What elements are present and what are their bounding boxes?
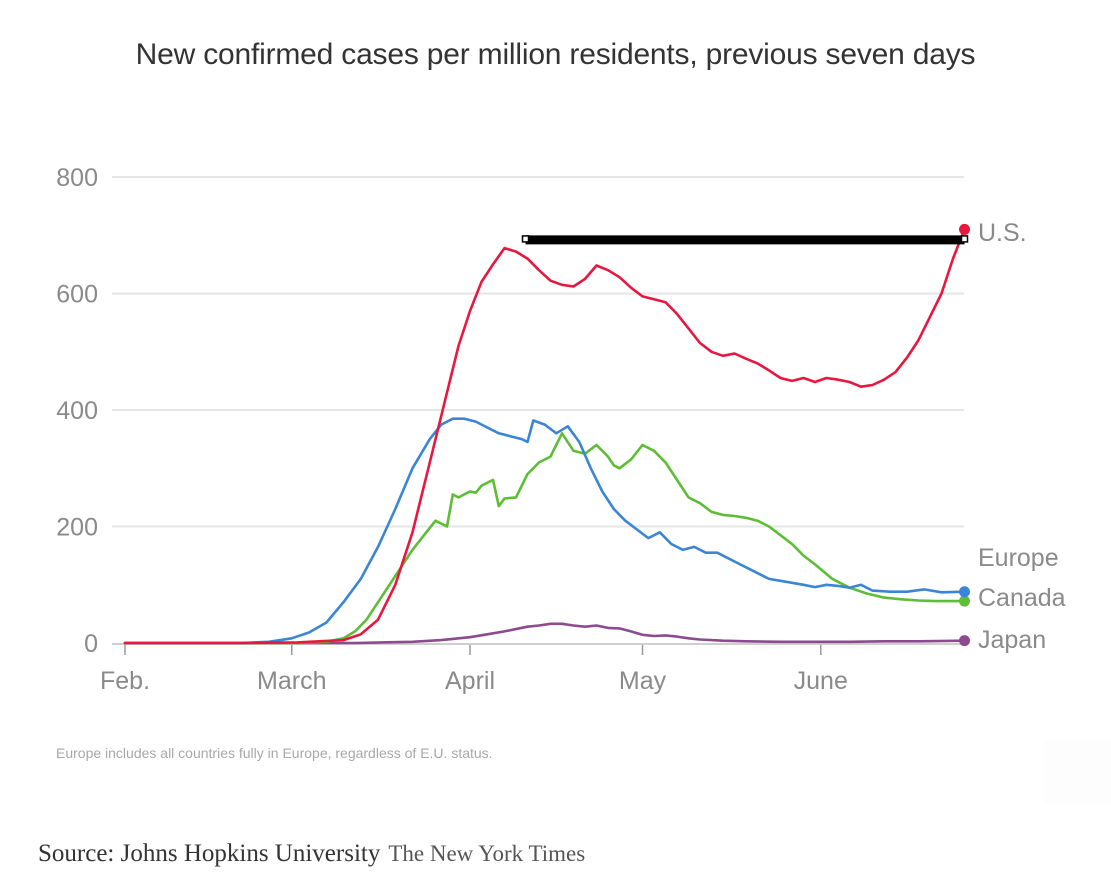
line-chart: 0 200 400 600 800 Feb. March April May June U.S.… bbox=[56, 164, 1066, 695]
y-tick-label: 400 bbox=[56, 397, 98, 425]
x-tick-label: April bbox=[445, 667, 495, 695]
series-line-us bbox=[123, 228, 966, 645]
series-end-dot-us bbox=[959, 223, 970, 235]
y-axis: 0 200 400 600 800 bbox=[56, 164, 98, 658]
series-lines bbox=[123, 223, 970, 647]
publisher-name: The New York Times bbox=[388, 841, 586, 866]
series-line-japan bbox=[123, 622, 966, 645]
chart-note: Europe includes all countries fully in E… bbox=[56, 745, 493, 761]
y-tick-label: 600 bbox=[56, 281, 98, 309]
x-tick-label: March bbox=[257, 667, 326, 695]
x-tick-label: June bbox=[794, 667, 848, 695]
series-label-us: U.S. bbox=[978, 219, 1027, 247]
y-tick-label: 800 bbox=[56, 164, 98, 192]
series-labels: U.S. Europe Canada Japan bbox=[978, 219, 1066, 654]
series-label-canada: Canada bbox=[978, 584, 1066, 612]
series-label-japan: Japan bbox=[978, 626, 1046, 654]
series-end-dot-japan bbox=[959, 635, 970, 647]
source-line: Source: Johns Hopkins University The New … bbox=[38, 840, 585, 868]
annotation-handle-end bbox=[960, 235, 969, 243]
x-axis: Feb. March April May June bbox=[100, 643, 964, 695]
series-end-dot-europe bbox=[959, 586, 970, 598]
scroll-to-top-button[interactable] bbox=[1043, 740, 1111, 804]
annotation-handle-start bbox=[521, 235, 530, 243]
chart-title: New confirmed cases per million resident… bbox=[135, 38, 976, 71]
y-tick-label: 0 bbox=[84, 630, 98, 658]
series-line-europe bbox=[123, 417, 966, 645]
x-tick-label: May bbox=[619, 667, 667, 695]
series-label-europe: Europe bbox=[978, 544, 1059, 572]
series-end-dot-canada bbox=[959, 595, 970, 607]
source-label: Source: Johns Hopkins University bbox=[38, 840, 381, 867]
annotation-layer bbox=[521, 235, 969, 245]
y-tick-label: 200 bbox=[56, 514, 98, 542]
series-line-canada bbox=[123, 431, 966, 645]
gridlines bbox=[112, 176, 964, 528]
x-tick-label: Feb. bbox=[100, 667, 150, 695]
